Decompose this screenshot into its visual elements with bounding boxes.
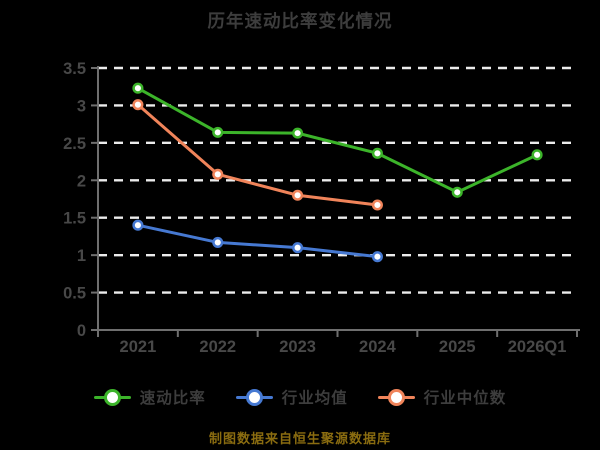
data-point [371, 147, 383, 159]
x-tick-label: 2021 [120, 338, 157, 356]
y-tick-label: 0.5 [63, 285, 86, 303]
legend-item-industry-median: 行业中位数 [377, 386, 507, 408]
line-circle-marker-icon [377, 388, 415, 406]
x-tick-label: 2022 [199, 338, 236, 356]
series-line-0 [136, 86, 539, 194]
data-point [292, 242, 304, 254]
x-tick-label: 2024 [359, 338, 397, 356]
legend-item-industry-mean: 行业均值 [235, 386, 348, 408]
data-point [132, 219, 144, 231]
data-point [212, 168, 224, 180]
x-tick-label: 2025 [439, 338, 476, 356]
series-line-2 [136, 103, 379, 207]
chart-legend: 速动比率 行业均值 行业中位数 [0, 386, 600, 408]
x-tick-label: 2023 [279, 338, 316, 356]
data-point [451, 186, 463, 198]
data-point [292, 189, 304, 201]
series-line-1 [136, 223, 379, 259]
legend-item-quick-ratio: 速动比率 [93, 386, 206, 408]
y-tick-label: 2.5 [63, 135, 86, 153]
chart-title: 历年速动比率变化情况 [207, 11, 393, 31]
legend-dot [103, 388, 121, 406]
line-circle-marker-icon [235, 388, 273, 406]
legend-dot [245, 388, 263, 406]
data-point [212, 236, 224, 248]
data-point [371, 251, 383, 263]
y-tick-label: 0 [77, 322, 86, 340]
line-circle-marker-icon [93, 388, 131, 406]
legend-label-industry-mean: 行业均值 [281, 390, 348, 407]
legend-label-industry-median: 行业中位数 [423, 390, 507, 407]
x-tick-label: 2026Q1 [508, 338, 567, 356]
legend-label-quick-ratio: 速动比率 [139, 390, 206, 407]
y-tick-label: 2 [77, 172, 86, 190]
y-tick-label: 3.5 [63, 60, 86, 78]
data-point [132, 99, 144, 111]
data-source-note: 制图数据来自恒生聚源数据库 [208, 431, 391, 446]
y-tick-label: 1.5 [63, 210, 86, 228]
y-tick-label: 1 [77, 247, 86, 265]
data-point [212, 126, 224, 138]
legend-dot [387, 388, 405, 406]
data-point [371, 199, 383, 211]
y-tick-label: 3 [77, 97, 86, 115]
data-point [132, 82, 144, 94]
data-point [292, 127, 304, 139]
data-point [531, 149, 543, 161]
